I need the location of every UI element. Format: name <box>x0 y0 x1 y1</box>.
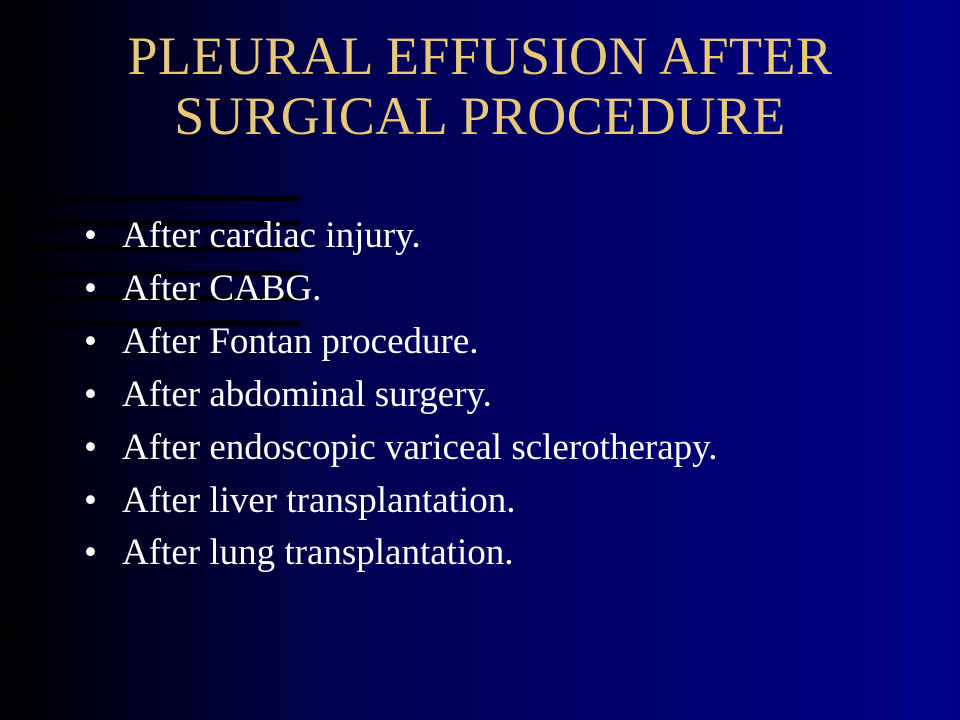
list-item: After liver transplantation. <box>78 475 920 528</box>
list-item: After lung transplantation. <box>78 527 920 580</box>
bullet-list: After cardiac injury. After CABG. After … <box>78 210 920 580</box>
title-line-2: SURGICAL PROCEDURE <box>174 86 786 146</box>
slide: PLEURAL EFFUSION AFTER SURGICAL PROCEDUR… <box>0 0 960 720</box>
bullet-text: After CABG. <box>122 268 321 309</box>
bullet-text: After abdominal surgery. <box>122 374 492 415</box>
slide-body: After cardiac injury. After CABG. After … <box>78 210 920 580</box>
list-item: After abdominal surgery. <box>78 369 920 422</box>
bullet-text: After liver transplantation. <box>122 480 516 521</box>
list-item: After cardiac injury. <box>78 210 920 263</box>
list-item: After CABG. <box>78 263 920 316</box>
list-item: After Fontan procedure. <box>78 316 920 369</box>
list-item: After endoscopic variceal sclerotherapy. <box>78 422 920 475</box>
bullet-text: After cardiac injury. <box>122 215 421 256</box>
slide-title: PLEURAL EFFUSION AFTER SURGICAL PROCEDUR… <box>0 26 960 147</box>
bullet-text: After lung transplantation. <box>122 532 513 573</box>
stripe <box>0 196 300 201</box>
bullet-text: After endoscopic variceal sclerotherapy. <box>122 427 717 468</box>
bullet-text: After Fontan procedure. <box>122 321 479 362</box>
title-line-1: PLEURAL EFFUSION AFTER <box>127 26 832 86</box>
